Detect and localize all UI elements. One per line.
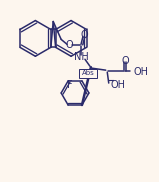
Text: F: F [67,80,73,90]
Text: O: O [65,40,73,50]
Text: OH: OH [111,80,126,90]
Text: NH: NH [74,52,88,62]
Bar [79,69,97,78]
Text: OH: OH [134,67,149,77]
Text: Abs: Abs [82,70,94,76]
Text: O: O [121,56,129,66]
Text: O: O [80,30,88,40]
